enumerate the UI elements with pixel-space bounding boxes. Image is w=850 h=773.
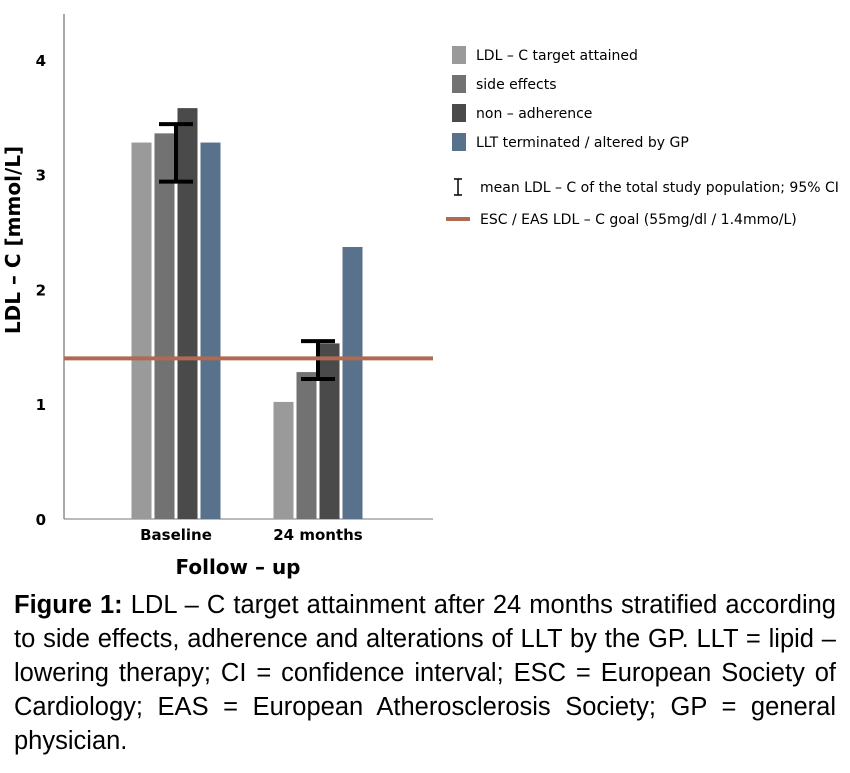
legend-goal-label: ESC / EAS LDL – C goal (55mg/dl / 1.4mmo… xyxy=(480,212,797,228)
legend-label: non – adherence xyxy=(476,106,592,122)
plot-frame xyxy=(63,14,433,520)
x-tick-label: 24 months xyxy=(273,526,363,544)
legend-errorbar-label: mean LDL – C of the total study populati… xyxy=(480,180,839,196)
x-tick-label: Baseline xyxy=(140,526,212,544)
y-tick-label: 3 xyxy=(36,167,46,185)
legend-label: side effects xyxy=(476,77,557,93)
legend-swatch xyxy=(452,104,466,122)
y-tick-label: 2 xyxy=(36,281,46,299)
y-ticks-group: 0 1 2 3 4 xyxy=(36,52,46,529)
y-tick-label: 4 xyxy=(36,52,46,70)
y-tick-label: 1 xyxy=(36,396,46,414)
bar xyxy=(131,142,152,519)
bar xyxy=(273,401,294,519)
legend-label: LLT terminated / altered by GP xyxy=(476,135,689,151)
legend-label: LDL – C target attained xyxy=(476,48,638,64)
y-tick-label: 0 xyxy=(36,511,46,529)
legend: LDL – C target attained side effects non –… xyxy=(446,46,839,228)
bar xyxy=(319,343,340,519)
x-axis-title: Follow – up xyxy=(176,555,301,579)
figure-caption: Figure 1: LDL – C target attainment afte… xyxy=(14,588,836,758)
legend-swatch xyxy=(452,46,466,64)
x-ticks-group: Baseline 24 months xyxy=(140,526,363,544)
caption-text: LDL – C target attainment after 24 month… xyxy=(14,591,836,755)
bar xyxy=(200,142,221,519)
caption-label: Figure 1: xyxy=(14,591,123,619)
legend-swatch xyxy=(452,133,466,151)
y-axis-title: LDL – C [mmol/L] xyxy=(1,146,25,334)
legend-swatch xyxy=(452,75,466,93)
bar xyxy=(296,372,317,519)
ldl-chart: 0 1 2 3 4 Baseline 24 months LDL – C [mmol/L]… xyxy=(1,14,839,579)
bar xyxy=(154,133,175,519)
bars-group xyxy=(131,108,363,519)
bar xyxy=(342,246,363,519)
bar xyxy=(177,108,198,519)
